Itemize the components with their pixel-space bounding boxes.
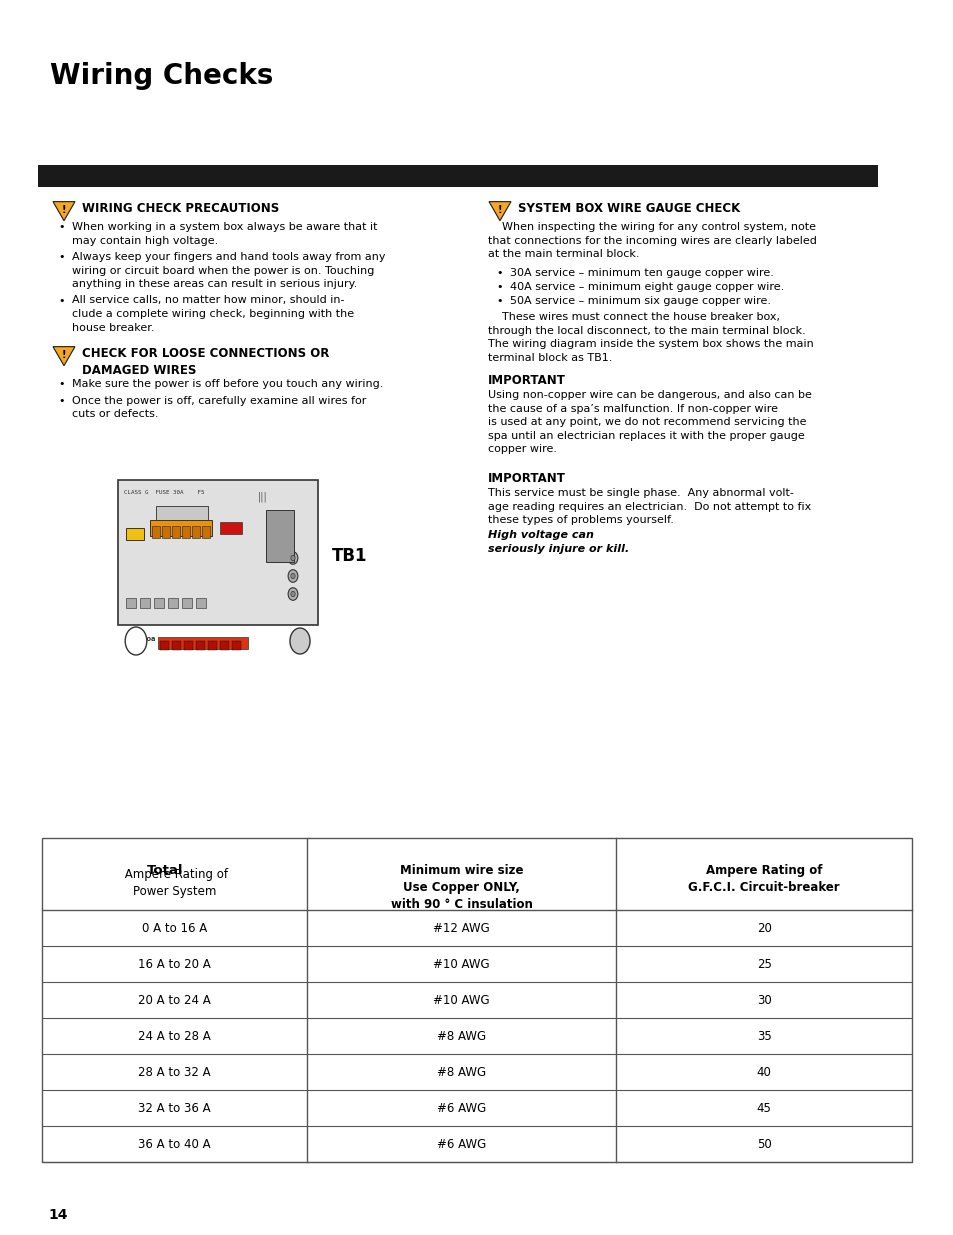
Text: •: •: [496, 282, 502, 291]
Text: Total: Total: [147, 864, 183, 877]
Text: 30: 30: [756, 994, 771, 1007]
FancyBboxPatch shape: [220, 522, 242, 534]
FancyBboxPatch shape: [118, 480, 317, 625]
Text: 35: 35: [756, 1030, 771, 1044]
FancyBboxPatch shape: [153, 598, 164, 608]
FancyBboxPatch shape: [202, 526, 210, 538]
Text: High voltage can
seriously injure or kill.: High voltage can seriously injure or kil…: [488, 530, 629, 553]
Circle shape: [288, 569, 297, 582]
FancyBboxPatch shape: [172, 526, 180, 538]
FancyBboxPatch shape: [172, 641, 181, 650]
Text: Wiring Checks: Wiring Checks: [50, 62, 274, 90]
Text: •: •: [58, 252, 65, 262]
Circle shape: [290, 629, 310, 655]
Text: 36 A to 40 A: 36 A to 40 A: [138, 1137, 211, 1151]
Text: Make sure the power is off before you touch any wiring.: Make sure the power is off before you to…: [71, 379, 383, 389]
Text: Ampere Rating of
Power System: Ampere Rating of Power System: [121, 868, 228, 898]
Text: •: •: [58, 222, 65, 232]
Text: 50A service – minimum six gauge copper wire.: 50A service – minimum six gauge copper w…: [510, 296, 770, 306]
Text: 20 A to 24 A: 20 A to 24 A: [138, 994, 211, 1007]
Text: IMPORTANT: IMPORTANT: [488, 374, 565, 387]
Text: #10 AWG: #10 AWG: [433, 994, 490, 1007]
FancyBboxPatch shape: [150, 520, 212, 536]
Text: When inspecting the wiring for any control system, note
that connections for the: When inspecting the wiring for any contr…: [488, 222, 816, 259]
FancyBboxPatch shape: [156, 506, 208, 522]
Text: •: •: [496, 296, 502, 306]
Text: Using non-copper wire can be dangerous, and also can be
the cause of a spa’s mal: Using non-copper wire can be dangerous, …: [488, 390, 811, 454]
FancyBboxPatch shape: [184, 641, 193, 650]
Text: |||: |||: [257, 492, 268, 503]
Circle shape: [125, 627, 147, 655]
FancyBboxPatch shape: [168, 598, 178, 608]
Text: 32 A to 36 A: 32 A to 36 A: [138, 1102, 211, 1115]
Text: 40A service – minimum eight gauge copper wire.: 40A service – minimum eight gauge copper…: [510, 282, 783, 291]
Text: 40: 40: [756, 1066, 771, 1079]
Text: •: •: [58, 295, 65, 305]
Text: This service must be single phase.  Any abnormal volt-
age reading requires an e: This service must be single phase. Any a…: [488, 488, 810, 525]
Circle shape: [291, 592, 294, 597]
FancyBboxPatch shape: [208, 641, 216, 650]
Text: These wires must connect the house breaker box,
through the local disconnect, to: These wires must connect the house break…: [488, 312, 813, 363]
FancyBboxPatch shape: [158, 637, 248, 650]
Text: !: !: [62, 350, 66, 359]
Text: WIRING CHECK PRECAUTIONS: WIRING CHECK PRECAUTIONS: [82, 203, 279, 215]
Polygon shape: [53, 347, 75, 366]
Text: •: •: [58, 395, 65, 405]
Text: 30A service – minimum ten gauge copper wire.: 30A service – minimum ten gauge copper w…: [510, 268, 773, 278]
Text: IMPORTANT: IMPORTANT: [488, 472, 565, 485]
Text: 14: 14: [48, 1208, 68, 1221]
FancyBboxPatch shape: [232, 641, 241, 650]
Text: !: !: [62, 205, 66, 215]
Text: 0 A to 16 A: 0 A to 16 A: [142, 923, 207, 935]
FancyBboxPatch shape: [140, 598, 150, 608]
Text: !: !: [497, 205, 501, 215]
FancyBboxPatch shape: [38, 165, 877, 186]
FancyBboxPatch shape: [126, 598, 136, 608]
Circle shape: [291, 573, 294, 579]
Text: 50: 50: [756, 1137, 771, 1151]
Text: Minimum wire size
Use Copper ONLY,
with 90 ° C insulation: Minimum wire size Use Copper ONLY, with …: [391, 864, 532, 911]
Text: TB1: TB1: [332, 547, 367, 564]
FancyBboxPatch shape: [192, 526, 200, 538]
Text: CHECK FOR LOOSE CONNECTIONS OR
DAMAGED WIRES: CHECK FOR LOOSE CONNECTIONS OR DAMAGED W…: [82, 347, 329, 377]
Polygon shape: [53, 201, 75, 221]
FancyBboxPatch shape: [160, 641, 169, 650]
FancyBboxPatch shape: [42, 839, 911, 1162]
Text: #6 AWG: #6 AWG: [436, 1102, 486, 1115]
FancyBboxPatch shape: [220, 641, 229, 650]
Text: All service calls, no matter how minor, should in-
clude a complete wiring check: All service calls, no matter how minor, …: [71, 295, 354, 332]
Text: 24 A to 28 A: 24 A to 28 A: [138, 1030, 211, 1044]
Text: #10 AWG: #10 AWG: [433, 958, 490, 971]
Polygon shape: [489, 201, 511, 221]
Text: ◆Balboa: ◆Balboa: [126, 635, 156, 641]
Text: #8 AWG: #8 AWG: [436, 1066, 486, 1079]
FancyBboxPatch shape: [162, 526, 170, 538]
Text: •: •: [496, 268, 502, 278]
Text: Once the power is off, carefully examine all wires for
cuts or defects.: Once the power is off, carefully examine…: [71, 395, 366, 419]
Text: 20: 20: [756, 923, 771, 935]
FancyBboxPatch shape: [152, 526, 160, 538]
FancyBboxPatch shape: [266, 510, 294, 562]
Text: •: •: [58, 379, 65, 389]
Text: SYSTEM BOX WIRE GAUGE CHECK: SYSTEM BOX WIRE GAUGE CHECK: [517, 203, 740, 215]
Text: 28 A to 32 A: 28 A to 32 A: [138, 1066, 211, 1079]
Circle shape: [291, 556, 294, 561]
Circle shape: [288, 588, 297, 600]
Text: #6 AWG: #6 AWG: [436, 1137, 486, 1151]
Text: #8 AWG: #8 AWG: [436, 1030, 486, 1044]
FancyBboxPatch shape: [195, 641, 205, 650]
FancyBboxPatch shape: [182, 598, 192, 608]
FancyBboxPatch shape: [182, 526, 190, 538]
FancyBboxPatch shape: [195, 598, 206, 608]
Circle shape: [288, 552, 297, 564]
Text: Ampere Rating of
G.F.C.I. Circuit-breaker: Ampere Rating of G.F.C.I. Circuit-breake…: [687, 864, 839, 894]
Text: 45: 45: [756, 1102, 771, 1115]
Text: When working in a system box always be aware that it
may contain high voltage.: When working in a system box always be a…: [71, 222, 377, 246]
Text: Always keep your fingers and hand tools away from any
wiring or circuit board wh: Always keep your fingers and hand tools …: [71, 252, 385, 289]
Text: 16 A to 20 A: 16 A to 20 A: [138, 958, 211, 971]
Text: #12 AWG: #12 AWG: [433, 923, 490, 935]
Text: CLASS G  FUSE 30A    F5: CLASS G FUSE 30A F5: [124, 490, 204, 495]
Text: 25: 25: [756, 958, 771, 971]
FancyBboxPatch shape: [126, 529, 144, 540]
